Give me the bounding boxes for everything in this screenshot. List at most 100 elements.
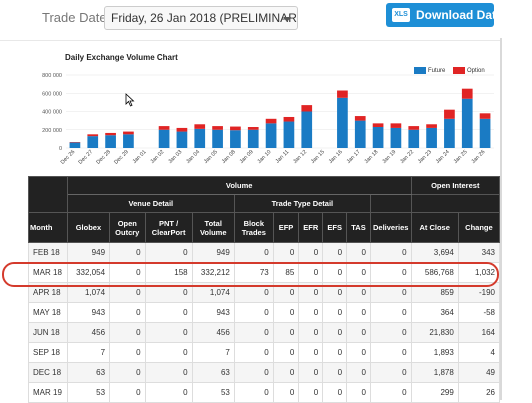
bar-future[interactable]	[391, 128, 402, 148]
bar-future[interactable]	[284, 122, 295, 148]
table-cell: 3,694	[411, 243, 458, 263]
bar-option[interactable]	[87, 134, 98, 136]
trade-date-dropdown[interactable]: Friday, 26 Jan 2018 (PRELIMINARY	[104, 6, 298, 30]
table-cell: 456	[67, 323, 109, 343]
bar-option[interactable]	[408, 126, 419, 130]
bar-option[interactable]	[266, 119, 277, 124]
table-cell: 0	[110, 343, 145, 363]
table-cell: 0	[145, 343, 192, 363]
bar-option[interactable]	[355, 116, 366, 121]
bar-future[interactable]	[177, 132, 188, 148]
x-tick-label: Jan 17	[346, 149, 362, 165]
bar-option[interactable]	[462, 89, 473, 99]
table-cell: 21,830	[411, 323, 458, 343]
y-tick-label: 600 000	[42, 91, 62, 97]
bar-future[interactable]	[355, 121, 366, 148]
table-cell: 0	[110, 363, 145, 383]
bar-option[interactable]	[391, 123, 402, 128]
column-header[interactable]: Block Trades	[234, 213, 273, 243]
column-header[interactable]: Month	[29, 213, 68, 243]
bar-future[interactable]	[373, 127, 384, 148]
x-tick-label: Jan 05	[203, 149, 219, 165]
toolbar-divider	[0, 40, 500, 41]
x-tick-label: Jan 26	[471, 149, 487, 165]
column-header[interactable]: Open Outcry	[110, 213, 145, 243]
bar-option[interactable]	[426, 124, 437, 128]
bar-option[interactable]	[444, 110, 455, 119]
table-cell: 1,878	[411, 363, 458, 383]
group-header-open-interest: Open Interest	[411, 177, 499, 195]
group-header-venue-detail: Venue Detail	[67, 195, 234, 213]
bar-option[interactable]	[337, 91, 348, 98]
table-cell: 0	[299, 323, 323, 343]
x-tick-label: Jan 19	[381, 149, 397, 165]
column-header[interactable]: PNT / ClearPort	[145, 213, 192, 243]
bar-future[interactable]	[123, 134, 134, 148]
bar-future[interactable]	[230, 130, 241, 148]
bar-option[interactable]	[123, 132, 134, 135]
table-cell: 0	[234, 323, 273, 343]
month-cell: DEC 18	[29, 363, 68, 383]
x-tick-label: Jan 01	[132, 149, 148, 165]
bar-option[interactable]	[230, 127, 241, 131]
table-cell: 4	[458, 343, 499, 363]
table-cell: 7	[67, 343, 109, 363]
x-tick-label: Dec 26	[60, 149, 77, 166]
bar-future[interactable]	[337, 98, 348, 148]
bar-option[interactable]	[212, 126, 223, 130]
bar-future[interactable]	[248, 130, 259, 148]
toolbar: Trade Date: Friday, 26 Jan 2018 (PRELIMI…	[0, 0, 532, 40]
bar-option[interactable]	[248, 127, 259, 130]
y-tick-label: 400 000	[42, 110, 62, 116]
column-header[interactable]: EFS	[323, 213, 347, 243]
table-cell: 0	[370, 343, 411, 363]
bar-future[interactable]	[194, 129, 205, 148]
bar-option[interactable]	[480, 113, 491, 118]
table-cell: 1,893	[411, 343, 458, 363]
bar-option[interactable]	[105, 133, 116, 135]
bar-future[interactable]	[480, 119, 491, 148]
column-header[interactable]: At Close	[411, 213, 458, 243]
download-data-button[interactable]: XLS Download Data	[386, 3, 494, 27]
bar-future[interactable]	[212, 130, 223, 148]
column-header[interactable]: Globex	[67, 213, 109, 243]
group-header-volume: Volume	[67, 177, 411, 195]
table-cell: 0	[347, 343, 371, 363]
column-header[interactable]: Total Volume	[192, 213, 234, 243]
bar-future[interactable]	[462, 99, 473, 148]
bar-option[interactable]	[177, 128, 188, 132]
column-header[interactable]: EFP	[273, 213, 299, 243]
column-header[interactable]: Deliveries	[370, 213, 411, 243]
bar-future[interactable]	[301, 112, 312, 149]
bar-option[interactable]	[373, 123, 384, 127]
bar-option[interactable]	[194, 124, 205, 129]
bar-option[interactable]	[159, 126, 170, 130]
bar-future[interactable]	[159, 130, 170, 148]
bar-future[interactable]	[266, 123, 277, 148]
table-cell: 63	[67, 363, 109, 383]
column-header[interactable]: TAS	[347, 213, 371, 243]
table-cell: 0	[323, 363, 347, 383]
download-data-label: Download Data	[416, 8, 503, 22]
table-cell: 0	[110, 243, 145, 263]
bar-future[interactable]	[70, 143, 81, 148]
table-cell: 456	[192, 323, 234, 343]
bar-future[interactable]	[426, 128, 437, 148]
y-tick-label: 0	[59, 146, 62, 152]
column-header[interactable]: Change	[458, 213, 499, 243]
table-cell: 0	[299, 303, 323, 323]
bar-future[interactable]	[105, 135, 116, 148]
column-header[interactable]: EFR	[299, 213, 323, 243]
table-cell: 0	[145, 303, 192, 323]
bar-future[interactable]	[408, 130, 419, 148]
mouse-cursor-icon	[125, 93, 135, 107]
y-tick-label: 800 000	[42, 73, 62, 79]
bar-future[interactable]	[444, 119, 455, 148]
table-cell: -58	[458, 303, 499, 323]
bar-option[interactable]	[284, 117, 295, 122]
table-cell: 0	[347, 323, 371, 343]
table-cell: 49	[458, 363, 499, 383]
bar-option[interactable]	[301, 105, 312, 111]
bar-future[interactable]	[87, 136, 98, 148]
